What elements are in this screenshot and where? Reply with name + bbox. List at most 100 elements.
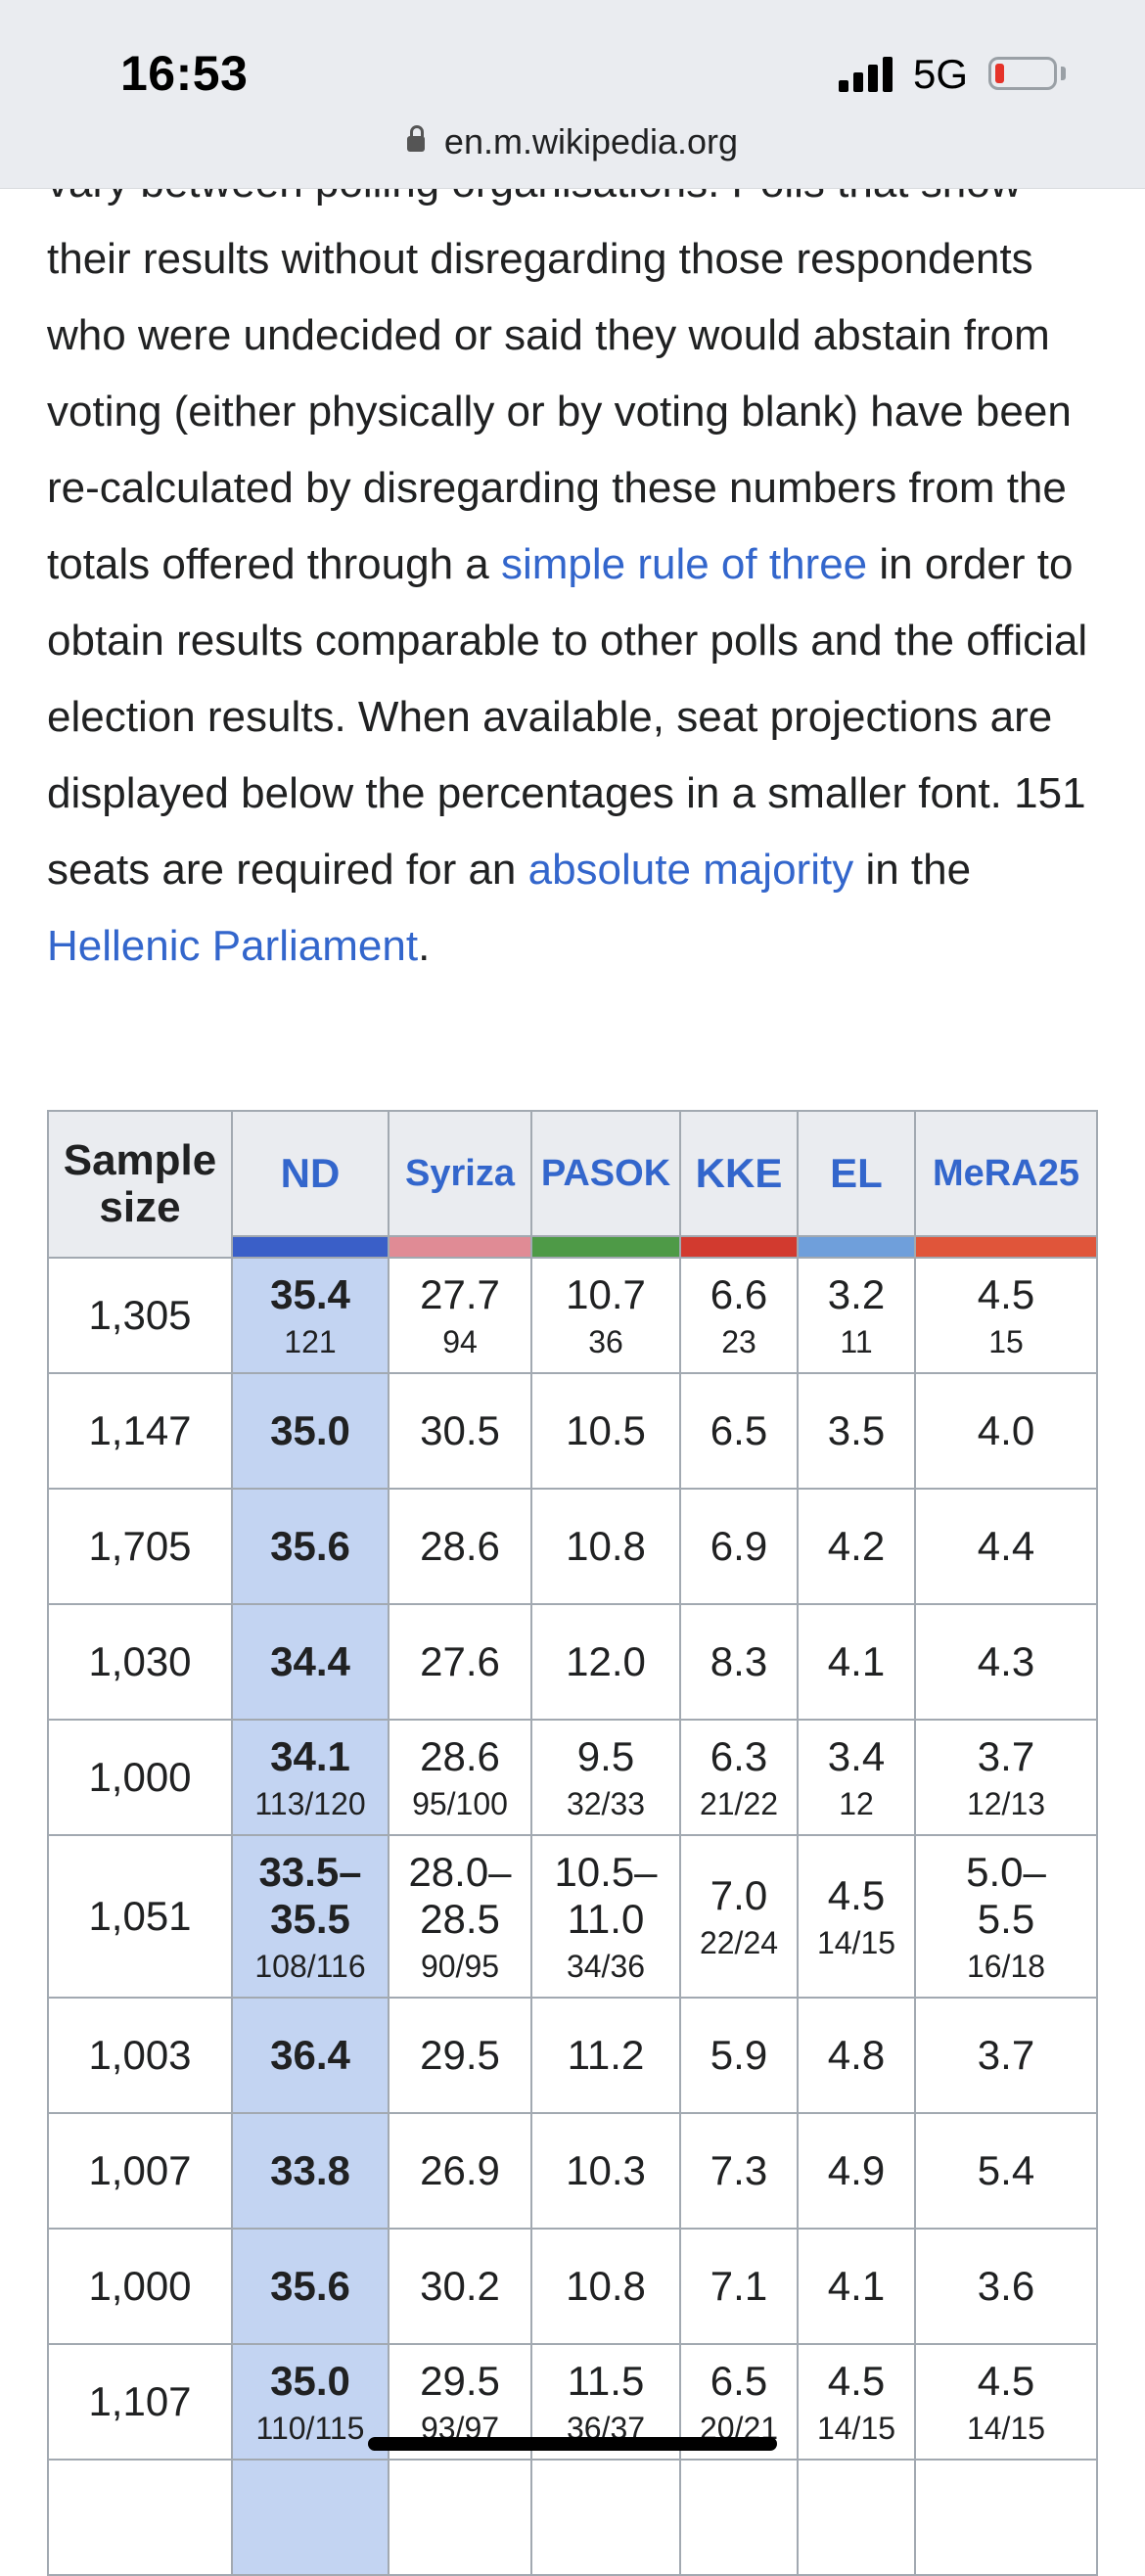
status-bar: 16:53 5G en.m.wikipedia.org [0,0,1145,189]
address-bar[interactable]: en.m.wikipedia.org [0,121,1145,162]
mera25-cell: 5.4 [914,2112,1098,2230]
table-row: 1,305 35.4 121 27.7 94 10.7 36 6.6 23 3.2 11 … [47,1257,1098,1374]
el-cell: 4.5 14/15 [797,1834,916,1999]
network-type: 5G [913,51,969,97]
syriza-cell [388,2459,532,2576]
mera25-cell: 4.0 [914,1372,1098,1490]
color-pasok [530,1236,681,1259]
pasok-cell: 10.5– 11.0 34/36 [530,1834,681,1999]
pasok-cell: 10.7 36 [530,1257,681,1374]
sample-cell: 1,003 [47,1997,233,2114]
color-syriza [388,1236,532,1259]
sample-cell [47,2459,233,2576]
sample-cell: 1,000 [47,2228,233,2345]
clock: 16:53 [120,46,249,101]
mera25-cell [914,2459,1098,2576]
sample-cell: 1,007 [47,2112,233,2230]
header-el[interactable]: EL [797,1110,916,1237]
pasok-cell [530,2459,681,2576]
sample-cell: 1,107 [47,2343,233,2461]
color-mera25 [914,1236,1098,1259]
syriza-cell: 27.6 [388,1603,532,1721]
table-row: 1,705 35.6 28.6 10.8 6.9 4.2 4.4 [47,1488,1098,1605]
table-row: 1,003 36.4 29.5 11.2 5.9 4.8 3.7 [47,1997,1098,2114]
pasok-cell: 11.2 [530,1997,681,2114]
table-row: 1,007 33.8 26.9 10.3 7.3 4.9 5.4 [47,2112,1098,2230]
syriza-cell: 26.9 [388,2112,532,2230]
nd-cell: 36.4 [231,1997,389,2114]
link-hellenic-parliament[interactable]: Hellenic Parliament [47,922,419,970]
header-syriza[interactable]: Syriza [388,1110,532,1237]
url-text: en.m.wikipedia.org [443,121,739,161]
pasok-cell: 12.0 [530,1603,681,1721]
el-cell: 4.8 [797,1997,916,2114]
table-row: 1,107 35.0 110/115 29.5 93/97 11.5 36/37 6.… [47,2343,1098,2461]
nd-cell: 33.5– 35.5 108/116 [231,1834,389,1999]
table-row: 1,000 34.1 113/120 28.6 95/100 9.5 32/33 6.… [47,1719,1098,1836]
article-paragraph: vary between polling organisations. Poll… [47,145,1104,985]
link-absolute-majority[interactable]: absolute majority [527,846,854,894]
nd-cell: 35.4 121 [231,1257,389,1374]
pasok-cell: 10.3 [530,2112,681,2230]
pasok-cell: 10.8 [530,1488,681,1605]
syriza-cell: 30.2 [388,2228,532,2345]
link-simple-rule-of-three[interactable]: simple rule of three [500,540,868,588]
article-body: vary between polling organisations. Poll… [47,145,1104,985]
mera25-cell: 4.3 [914,1603,1098,1721]
sample-cell: 1,705 [47,1488,233,1605]
battery-cap [1061,67,1066,80]
color-kke [679,1236,799,1259]
mera25-cell: 4.5 14/15 [914,2343,1098,2461]
el-cell: 3.5 [797,1372,916,1490]
home-indicator[interactable] [368,2437,777,2451]
table-row: 1,051 33.5– 35.5 108/116 28.0– 28.5 90/95 10… [47,1834,1098,1999]
table-row: 1,000 35.6 30.2 10.8 7.1 4.1 3.6 [47,2228,1098,2345]
sample-cell: 1,147 [47,1372,233,1490]
nd-cell [231,2459,389,2576]
syriza-cell: 28.0– 28.5 90/95 [388,1834,532,1999]
kke-cell: 6.3 21/22 [679,1719,799,1836]
syriza-cell: 29.5 [388,1997,532,2114]
el-cell: 4.1 [797,1603,916,1721]
nd-cell: 33.8 [231,2112,389,2230]
polls-table: Sample size ND Syriza PASOK KKE EL MeRA2… [47,1110,1098,2576]
pasok-cell: 9.5 32/33 [530,1719,681,1836]
syriza-cell: 30.5 [388,1372,532,1490]
kke-cell: 5.9 [679,1997,799,2114]
el-cell: 4.5 14/15 [797,2343,916,2461]
mera25-cell: 4.5 15 [914,1257,1098,1374]
sample-cell: 1,000 [47,1719,233,1836]
header-pasok[interactable]: PASOK [530,1110,681,1237]
kke-cell: 7.3 [679,2112,799,2230]
sample-cell: 1,030 [47,1603,233,1721]
nd-cell: 34.4 [231,1603,389,1721]
nd-cell: 35.0 110/115 [231,2343,389,2461]
mera25-cell: 5.0– 5.5 16/18 [914,1834,1098,1999]
el-cell: 3.4 12 [797,1719,916,1836]
header-mera25[interactable]: MeRA25 [914,1110,1098,1237]
pasok-cell: 10.5 [530,1372,681,1490]
color-nd [231,1236,389,1259]
kke-cell: 7.1 [679,2228,799,2345]
nd-cell: 34.1 113/120 [231,1719,389,1836]
header-kke[interactable]: KKE [679,1110,799,1237]
kke-cell: 7.0 22/24 [679,1834,799,1999]
nd-cell: 35.6 [231,2228,389,2345]
header-nd[interactable]: ND [231,1110,389,1237]
kke-cell: 6.6 23 [679,1257,799,1374]
mera25-cell: 4.4 [914,1488,1098,1605]
nd-cell: 35.0 [231,1372,389,1490]
mera25-cell: 3.6 [914,2228,1098,2345]
syriza-cell: 28.6 [388,1488,532,1605]
el-cell: 4.1 [797,2228,916,2345]
mera25-cell: 3.7 [914,1997,1098,2114]
sample-cell: 1,051 [47,1834,233,1999]
battery-icon [988,57,1057,90]
mera25-cell: 3.7 12/13 [914,1719,1098,1836]
signal-strength-icon [839,57,895,92]
el-cell [797,2459,916,2576]
table-row: 1,030 34.4 27.6 12.0 8.3 4.1 4.3 [47,1603,1098,1721]
kke-cell [679,2459,799,2576]
pasok-cell: 10.8 [530,2228,681,2345]
color-el [797,1236,916,1259]
